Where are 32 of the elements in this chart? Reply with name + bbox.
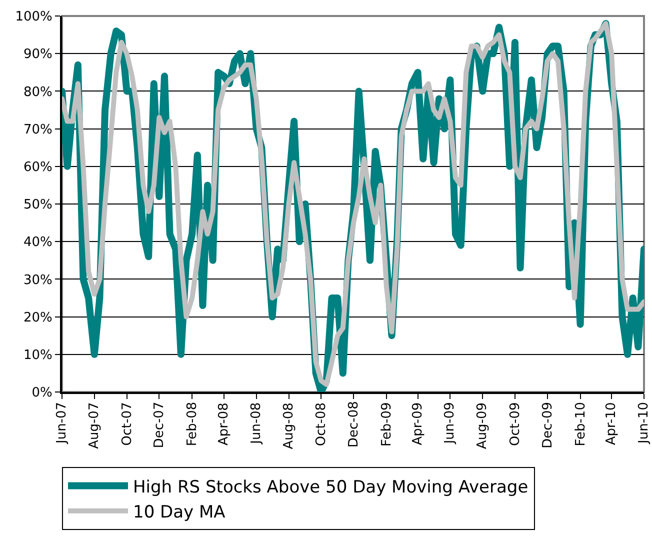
y-tick-label: 20% — [23, 310, 52, 326]
x-tick-label: Oct-09 — [508, 402, 523, 446]
x-tick-label: Dec-08 — [346, 401, 362, 448]
x-tick-label: Jun-08 — [248, 402, 264, 445]
x-tick-label: Oct-07 — [120, 402, 135, 446]
x-tick-label: Jun-09 — [442, 402, 458, 445]
y-tick-label: 90% — [23, 47, 52, 62]
x-tick-label: Jun-10 — [636, 402, 652, 444]
x-tick-label: Aug-08 — [281, 402, 296, 450]
x-tick-label: Feb-08 — [185, 402, 200, 446]
y-tick-label: 0% — [32, 386, 52, 401]
x-tick-label: Aug-07 — [86, 402, 102, 449]
x-tick-label: Apr-08 — [216, 402, 232, 446]
y-tick-label: 50% — [23, 198, 52, 213]
y-tick-label: 60% — [23, 160, 52, 175]
x-tick-label: Aug-09 — [475, 402, 490, 450]
y-tick-label: 70% — [23, 122, 52, 138]
legend-label: High RS Stocks Above 50 Day Moving Average — [133, 477, 528, 498]
y-tick-label: 80% — [23, 84, 52, 100]
x-tick-label: Apr-10 — [604, 402, 620, 446]
y-tick-label: 40% — [23, 235, 52, 250]
x-tick-label: Dec-09 — [540, 402, 556, 448]
y-tick-label: 30% — [23, 272, 52, 288]
x-tick-label: Oct-08 — [314, 402, 330, 446]
x-tick-label: Feb-10 — [573, 402, 588, 446]
y-tick-label: 100% — [15, 10, 52, 25]
x-tick-label: Jun-07 — [54, 402, 70, 444]
legend-label: 10 Day MA — [133, 502, 226, 522]
x-tick-label: Apr-09 — [410, 402, 426, 446]
y-tick-label: 10% — [23, 348, 52, 363]
x-tick-label: Feb-09 — [379, 402, 394, 446]
x-tick-label: Dec-07 — [152, 402, 168, 448]
